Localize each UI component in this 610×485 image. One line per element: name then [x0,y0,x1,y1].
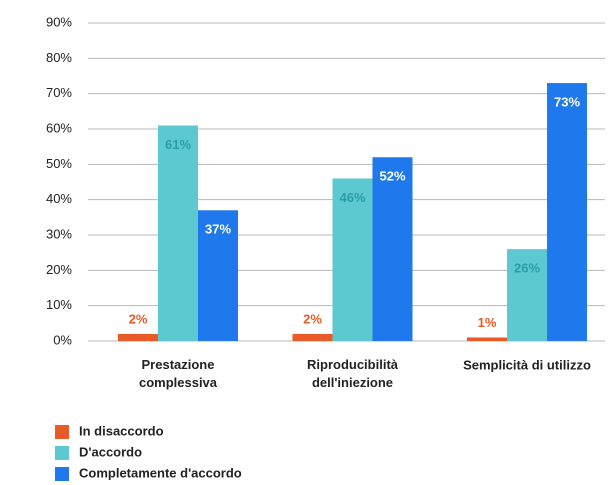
y-tick-label: 80% [46,50,72,65]
legend-swatch [55,425,69,439]
y-tick-label: 60% [46,120,72,135]
bar [158,125,198,341]
data-label: 61% [165,137,191,152]
y-tick-label: 70% [46,85,72,100]
data-label: 26% [514,261,540,276]
y-tick-label: 0% [53,332,72,347]
y-tick-label: 20% [46,262,72,277]
bar [332,178,373,341]
data-label: 37% [205,222,231,237]
data-label: 46% [339,190,365,205]
data-label: 2% [303,311,322,326]
y-tick-label: 40% [46,191,72,206]
data-label: 73% [554,95,580,110]
data-label: 1% [478,315,497,330]
x-tick-label: Riproducibilità dell'iniezione [307,357,399,390]
y-tick-label: 90% [46,14,72,29]
y-tick-label: 30% [46,226,72,241]
bar [118,333,158,341]
x-tick-label: Semplicità di utilizzo [463,357,591,372]
bar [292,333,333,341]
data-label: 2% [129,311,148,326]
legend-label: D'accordo [79,444,142,459]
y-tick-label: 10% [46,297,72,312]
bar [467,337,507,341]
y-tick-label: 50% [46,156,72,171]
bar [198,210,238,341]
bar [547,83,587,342]
legend-label: In disaccordo [79,423,164,438]
legend-swatch [55,467,69,481]
data-label: 52% [379,169,405,184]
legend-label: Completamente d'accordo [79,465,242,480]
bar [507,249,547,341]
x-tick-label: Prestazione complessiva [139,357,218,390]
legend-swatch [55,446,69,460]
bar [372,157,413,341]
